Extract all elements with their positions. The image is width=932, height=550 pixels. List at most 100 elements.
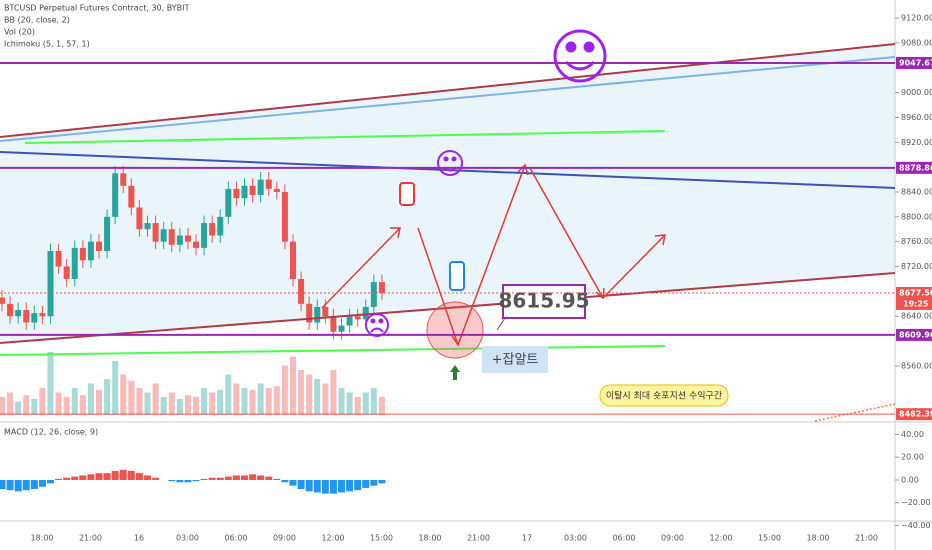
smiley-mouth [564, 60, 596, 71]
candle-body [322, 306, 329, 317]
candle-body [193, 241, 199, 248]
macd-bar [87, 474, 95, 480]
volume-bar [370, 388, 377, 415]
arrow-head [390, 227, 401, 239]
volume-bar [87, 383, 94, 415]
y-tick-label: 9120.00 [901, 14, 932, 23]
volume-bar [120, 374, 127, 415]
candle-body [209, 223, 216, 236]
candle-body [233, 188, 240, 199]
volume-bar [330, 370, 337, 415]
up-arrow-icon [450, 365, 460, 380]
candle-body [15, 310, 22, 317]
macd-bar [289, 479, 297, 486]
volume-bar [322, 383, 329, 415]
trend-line [24, 130, 666, 144]
macd-bar [152, 477, 160, 480]
eye [378, 318, 384, 324]
macd-bar [329, 479, 337, 494]
volume-bar [209, 392, 216, 415]
macd-bar [47, 479, 54, 484]
macd-title: MACD (12, 26, close, 9) [4, 428, 98, 437]
trend-line [0, 56, 896, 142]
volume-bar [152, 383, 159, 415]
volume-bar [217, 389, 224, 415]
volume-bar [15, 401, 22, 415]
macd-bar [22, 479, 30, 491]
candle-body [370, 282, 377, 307]
price-label: 8482.39 [899, 410, 932, 419]
macd-bar [103, 473, 111, 480]
eye [370, 318, 376, 324]
x-tick-label: 09:00 [273, 534, 296, 543]
smiley-face [437, 150, 463, 176]
macd-bar [321, 479, 329, 494]
drawings [0, 29, 896, 422]
macd-bar [38, 479, 46, 487]
hand-icon [449, 261, 465, 291]
smiley-eye [443, 156, 449, 162]
x-tick-label: 18:00 [806, 534, 829, 543]
macd-bar [257, 475, 265, 480]
candle-body [47, 251, 54, 317]
candle-body [152, 223, 159, 242]
macd-bar [176, 479, 184, 483]
y-tick-label: 8960.00 [901, 113, 932, 122]
candle-body [0, 297, 5, 304]
candle-body [39, 313, 46, 317]
volume-bar [63, 397, 70, 415]
volume-bar [249, 389, 256, 415]
volume-bar [241, 388, 248, 415]
volume-bar [233, 383, 240, 415]
volume-bar [281, 365, 288, 415]
candle-body [225, 188, 232, 217]
note-text: +잡알트 [492, 353, 539, 368]
volume-bar [47, 352, 54, 415]
arrow-head [654, 234, 666, 246]
macd-bar [14, 479, 22, 492]
macd-bar [362, 479, 370, 488]
macd-bar [273, 478, 281, 480]
note-text: 이탈시 최대 숏포지션 수익구간 [606, 390, 722, 402]
x-tick-label: 18:00 [30, 534, 53, 543]
macd-bar [144, 475, 151, 480]
candle-body [338, 325, 345, 332]
macd-bar [192, 479, 200, 482]
macd-bar [338, 479, 345, 493]
volume-bar [354, 397, 361, 415]
candle-body [290, 241, 296, 279]
candle-body [298, 278, 305, 304]
y-tick-label: 9000.00 [901, 88, 932, 97]
macd-bar [6, 479, 14, 491]
note-box [482, 346, 548, 373]
smiley-eye [451, 156, 457, 162]
candle-body [306, 303, 313, 323]
macd-bar [55, 478, 63, 480]
macd-bar [346, 479, 354, 492]
channel-fill [0, 44, 895, 343]
face [365, 313, 389, 337]
candle-body [273, 188, 280, 192]
y-tick-label: −20.00 [901, 498, 931, 507]
macd-bar [119, 469, 127, 480]
macd-bar [0, 479, 6, 490]
arrow [602, 234, 666, 299]
candle-body [96, 241, 102, 252]
macd-bar [200, 478, 208, 480]
macd-bar [370, 479, 378, 486]
arrow [457, 164, 526, 346]
candle-body [79, 247, 86, 261]
macd-bar [313, 479, 321, 493]
highlight-circle [426, 301, 484, 359]
volume-bar [346, 392, 353, 415]
volume-bar [112, 361, 119, 415]
volume-bar [225, 374, 232, 415]
candle-body [201, 223, 208, 248]
y-tick-label: 8920.00 [901, 138, 932, 147]
volume-bar [0, 397, 5, 415]
x-tick-label: 03:00 [176, 534, 199, 543]
candle-body [265, 179, 272, 189]
x-tick-label: 12:00 [709, 534, 732, 543]
x-tick-label: 16 [134, 534, 144, 543]
